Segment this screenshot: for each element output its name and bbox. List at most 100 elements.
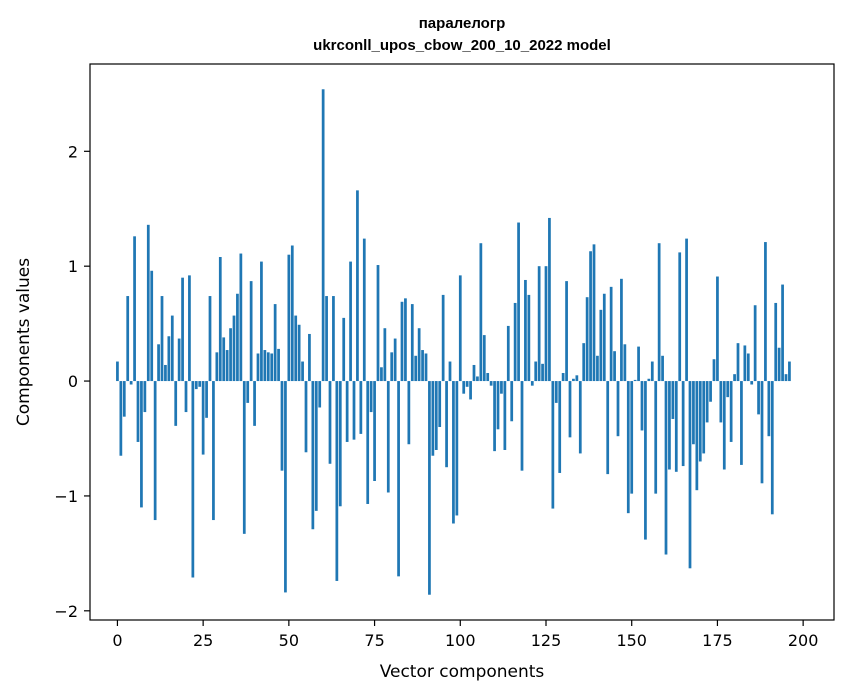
- bar-component-10: [150, 270, 154, 382]
- bar-component-20: [184, 381, 188, 413]
- bar-component-60: [321, 89, 325, 382]
- bar-component-152: [637, 346, 640, 382]
- bar-component-147: [620, 278, 623, 382]
- bar-component-16: [170, 315, 174, 382]
- bar-component-27: [208, 296, 212, 382]
- x-tick-label: 200: [788, 631, 819, 650]
- bar-component-177: [722, 381, 726, 470]
- bar-component-161: [668, 381, 671, 470]
- x-axis-label: Vector components: [380, 662, 545, 682]
- bar-component-126: [548, 217, 551, 382]
- bar-component-105: [476, 376, 479, 382]
- bar-component-96: [445, 381, 448, 468]
- bar-component-92: [431, 381, 435, 456]
- bar-component-98: [452, 381, 455, 524]
- bar-component-158: [657, 243, 661, 382]
- bar-component-89: [421, 350, 424, 382]
- bar-component-138: [589, 251, 592, 382]
- bar-component-41: [256, 353, 260, 382]
- bar-component-124: [541, 363, 544, 382]
- bar-component-117: [517, 222, 520, 382]
- bar-component-165: [681, 381, 685, 467]
- bar-component-172: [705, 381, 709, 423]
- bar-component-134: [575, 375, 579, 382]
- bar-component-39: [249, 281, 253, 382]
- bar-component-73: [366, 381, 370, 504]
- y-axis-ticks: −2 −1 0 1 2: [54, 142, 90, 621]
- bar-component-107: [482, 335, 486, 382]
- bar-component-78: [383, 328, 387, 382]
- bar-component-183: [743, 345, 747, 382]
- bar-component-181: [736, 343, 740, 382]
- bar-component-184: [746, 353, 750, 382]
- bar-component-74: [369, 381, 373, 413]
- bar-component-122: [534, 361, 538, 382]
- bar-component-93: [434, 381, 438, 450]
- bar-component-37: [242, 381, 246, 534]
- bar-component-131: [565, 281, 568, 382]
- bar-component-155: [647, 378, 651, 382]
- bar-component-100: [458, 275, 462, 382]
- bar-component-18: [177, 338, 181, 382]
- bar-component-15: [167, 336, 171, 382]
- bar-component-70: [356, 190, 359, 382]
- bar-component-4: [129, 381, 133, 385]
- bar-component-130: [561, 373, 565, 382]
- bar-component-32: [225, 350, 229, 382]
- bar-component-136: [582, 343, 586, 382]
- bar-component-40: [253, 381, 256, 426]
- bar-component-171: [702, 381, 706, 454]
- y-tick-label: 1: [68, 257, 78, 276]
- bar-component-65: [338, 381, 342, 507]
- bar-component-97: [448, 361, 452, 382]
- bar-component-140: [596, 355, 599, 382]
- bar-component-6: [136, 381, 140, 442]
- bar-component-24: [198, 381, 202, 387]
- bar-component-129: [558, 381, 562, 473]
- bar-component-47: [277, 348, 280, 382]
- bar-component-190: [767, 381, 771, 437]
- bar-component-68: [349, 261, 352, 382]
- bars-group: [116, 89, 791, 595]
- bar-component-166: [685, 238, 688, 382]
- bar-component-156: [650, 361, 654, 382]
- bar-component-169: [695, 381, 699, 491]
- bar-component-45: [270, 353, 274, 382]
- x-tick-label: 175: [702, 631, 733, 650]
- bar-component-95: [441, 294, 445, 382]
- x-tick-label: 125: [531, 631, 562, 650]
- bar-component-153: [640, 381, 644, 431]
- bar-component-19: [181, 277, 184, 382]
- bar-component-38: [246, 381, 250, 403]
- bar-component-23: [194, 381, 198, 390]
- bar-component-28: [212, 381, 215, 521]
- bar-component-30: [218, 256, 222, 382]
- bar-component-113: [503, 381, 507, 450]
- bar-component-150: [630, 381, 634, 494]
- bar-component-86: [410, 304, 414, 382]
- bar-component-187: [757, 381, 760, 415]
- bar-component-2: [122, 381, 126, 417]
- bar-component-121: [530, 381, 534, 386]
- bar-component-101: [462, 381, 466, 394]
- bar-component-79: [386, 381, 390, 493]
- bar-component-76: [376, 265, 380, 382]
- bar-component-157: [654, 381, 658, 494]
- bar-component-42: [260, 261, 263, 382]
- y-tick-label: 2: [68, 142, 78, 161]
- bar-component-179: [729, 381, 733, 442]
- bar-component-193: [777, 347, 781, 382]
- bar-component-85: [407, 381, 411, 445]
- x-tick-label: 0: [112, 631, 122, 650]
- y-tick-label: 0: [68, 372, 78, 391]
- bar-component-148: [623, 344, 627, 382]
- bar-component-102: [465, 381, 469, 387]
- bar-component-5: [133, 236, 136, 382]
- bar-component-103: [469, 381, 472, 400]
- bar-component-66: [342, 317, 346, 382]
- bar-component-22: [191, 381, 195, 578]
- bar-component-127: [551, 381, 555, 509]
- bar-component-0: [116, 361, 119, 382]
- bar-component-56: [308, 333, 311, 382]
